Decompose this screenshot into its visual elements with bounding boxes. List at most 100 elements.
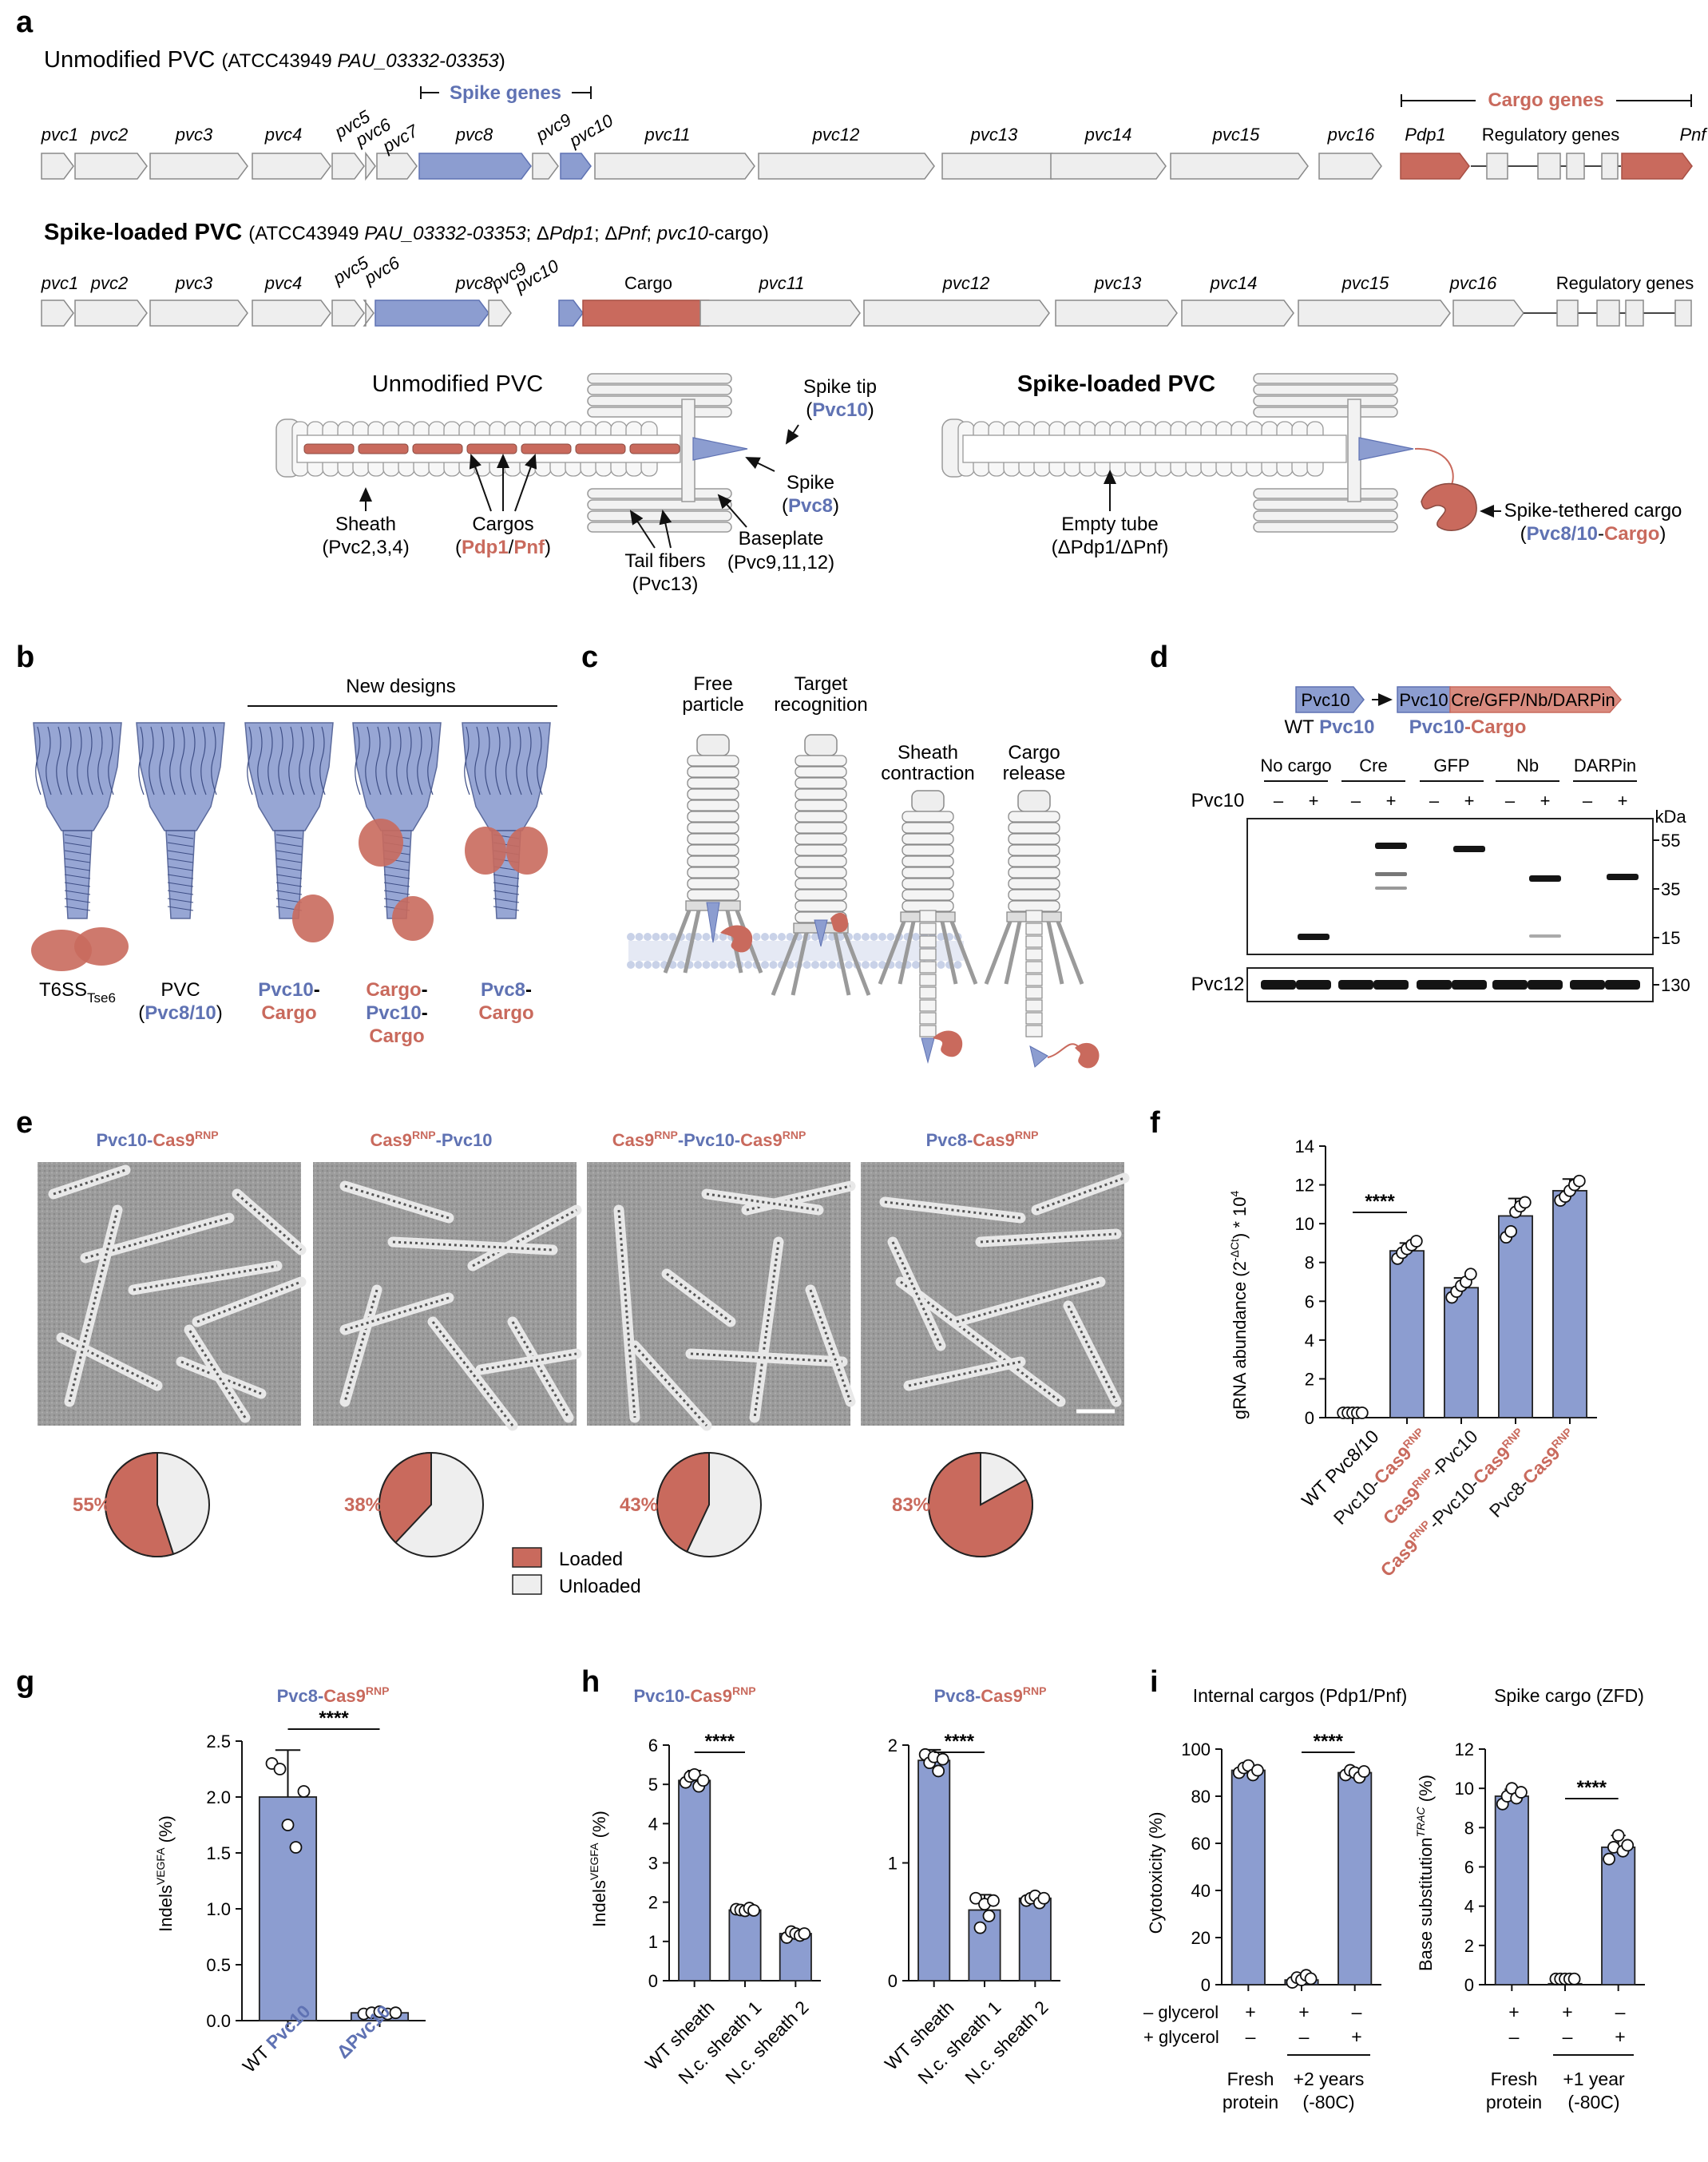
e-pct-2: 38%: [344, 1494, 382, 1516]
cargo-protein: [1421, 482, 1477, 531]
lipid-head: [702, 961, 711, 969]
gene-arrow: [1298, 300, 1451, 327]
data-point: [1515, 1786, 1528, 1799]
gene-label: Pdp1: [1405, 125, 1445, 145]
spike-tip-label: Spike tip: [803, 376, 877, 398]
lipid-head: [878, 961, 886, 969]
empty-tube-sub: (ΔPdp1/ΔPnf): [1052, 537, 1169, 558]
lipid-head: [660, 933, 668, 941]
lipid-head: [668, 933, 677, 941]
gene-label: pvc6: [360, 252, 403, 289]
tail-fiber: [1253, 373, 1398, 384]
b-label-d2c: Cargo: [369, 1025, 424, 1047]
reg-gene-box: [1556, 300, 1579, 327]
d-fusion-box2: Cre/GFP/Nb/DARPin: [1451, 690, 1615, 710]
structure-strand: [167, 858, 194, 863]
structure-cargo: [359, 819, 403, 867]
spike-label: Spike: [787, 472, 834, 494]
y-tick-label: 2.5: [206, 1732, 231, 1751]
lipid-head: [652, 961, 660, 969]
significance-label: ****: [945, 1731, 975, 1752]
i1-fresh-b: protein: [1223, 2092, 1278, 2112]
structure-strand: [275, 858, 303, 863]
y-tick-label: 0: [648, 1971, 658, 1991]
panel-label-b: b: [16, 641, 34, 674]
western-bands: [1298, 843, 1639, 940]
y-tick-label: 1.5: [206, 1843, 231, 1863]
pvc-particle-texture: [956, 1280, 1101, 1323]
structure-strand: [383, 882, 410, 887]
particle-fiber: [833, 932, 851, 996]
gene-arrow: [558, 300, 584, 327]
b-label-d2b: Pvc10-: [366, 1002, 427, 1024]
pvc-particle-texture: [617, 1209, 636, 1418]
particle-ring: [687, 822, 739, 834]
inner-tube-segment: [1025, 935, 1043, 948]
reg-gene-box: [1625, 300, 1644, 327]
structure-strand: [64, 882, 91, 887]
gene-arrow: [374, 300, 489, 327]
particle-ring: [1008, 889, 1060, 901]
pvc-schematic-spike-loaded: [941, 373, 1477, 533]
data-point: [1518, 1196, 1532, 1209]
structure-strand: [493, 890, 520, 895]
data-point: [936, 1752, 949, 1766]
data-point: [982, 1909, 996, 1922]
b-label-pvc: PVC: [160, 979, 200, 1001]
lipid-head: [870, 961, 878, 969]
lipid-head: [727, 961, 735, 969]
b-label-d2a: Cargo-: [366, 979, 427, 1001]
spike-tip-protein: (Pvc10): [806, 399, 874, 421]
lipid-head: [635, 961, 644, 969]
gene-label: pvc12: [942, 273, 990, 293]
lipid-head: [802, 961, 811, 969]
structure-strand: [64, 858, 91, 863]
particle-ring: [687, 833, 739, 845]
particle-ring: [902, 822, 954, 834]
c-step1a: Free: [693, 673, 732, 695]
particle-ring: [687, 811, 739, 823]
d-constructs: Pvc10 Pvc10 Cre/GFP/Nb/DARPin WT Pvc10 P…: [1285, 686, 1622, 738]
i2-r2-c3: +: [1615, 2026, 1625, 2047]
structure-strand: [167, 882, 194, 887]
blot-band: [1453, 846, 1485, 852]
chart-g: 0.0 0.5 1.0 1.5 2.0 2.5 ****: [206, 1708, 426, 2031]
tail-fiber: [1253, 395, 1398, 407]
tail-fiber: [587, 510, 732, 522]
particle-ring: [1008, 867, 1060, 879]
structure-strand: [493, 882, 520, 887]
structure-helix: [355, 726, 361, 795]
pvc-particle-texture: [511, 1321, 570, 1418]
structure-helix: [180, 726, 186, 795]
gene-label: pvc3: [175, 273, 213, 293]
lipid-head: [652, 933, 660, 941]
particle-ring: [902, 878, 954, 890]
blot-band: [1529, 875, 1561, 882]
data-point: [1621, 1839, 1635, 1852]
y-tick-label: 4: [1464, 1897, 1474, 1917]
e-title-2: Cas9RNP-Pvc10: [370, 1129, 492, 1150]
pvc-particle-texture: [753, 1241, 780, 1418]
particle-fiber: [1046, 921, 1064, 985]
h1-cat-3: N.c. sheath 2: [721, 1997, 812, 2088]
pvc-particle: [805, 1284, 856, 1407]
i1-aged-a: +2 years: [1294, 2069, 1365, 2089]
lipid-head: [886, 933, 895, 941]
i1-title: Internal cargos (Pdp1/Pnf): [1193, 1685, 1407, 1706]
pvc-left-title: Unmodified PVC: [372, 371, 543, 397]
bar: [1494, 1795, 1529, 1985]
lipid-head: [644, 933, 652, 941]
data-point: [281, 1819, 295, 1831]
reg-gene-box: [1601, 153, 1619, 180]
gene-arrow: [863, 300, 1050, 327]
gene-label: pvc16: [1449, 273, 1497, 293]
structure-helix: [149, 726, 155, 795]
pvc-particle: [427, 1316, 518, 1431]
pvc-particle: [475, 1348, 582, 1375]
lane-group-label: Nb: [1516, 756, 1539, 776]
cargo-genes-bracket: Cargo genes: [1401, 86, 1692, 112]
particle-ring: [795, 822, 847, 834]
particle-ring: [902, 900, 954, 912]
reg-gene-box: [1537, 153, 1561, 180]
particle-ring: [902, 889, 954, 901]
